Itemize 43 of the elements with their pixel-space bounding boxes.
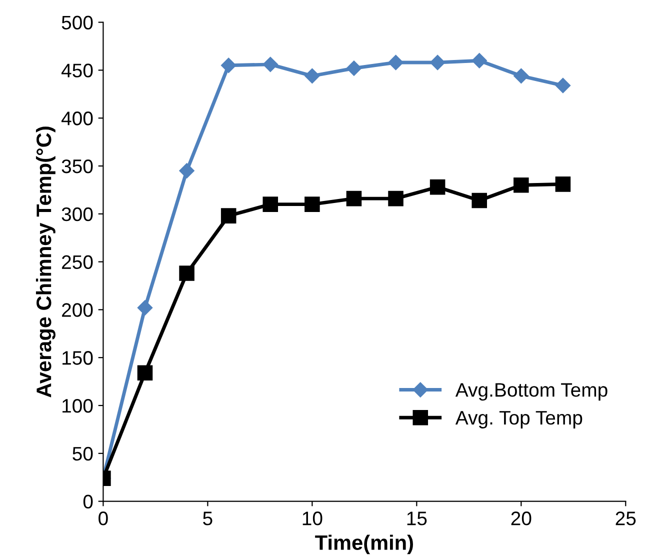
point [179,266,194,281]
point [514,68,529,84]
point [555,78,571,94]
y-axis-title: Average Chimney Temp(°C) [36,126,56,398]
legend-label: Avg.Bottom Temp [455,383,608,401]
y-tick-label: 450 [61,64,93,78]
y-tick-label: 150 [62,351,93,365]
y-tick-label: 350 [62,159,93,174]
point [514,178,529,193]
point [430,54,446,70]
y-tick-label: 50 [72,446,93,461]
point [137,365,153,381]
point [179,163,194,178]
point [262,56,278,72]
point [430,179,446,195]
point [304,68,320,84]
point [304,196,320,212]
x-axis-title: Time(min) [315,534,413,554]
point [137,300,153,316]
x-tick-label: 20 [511,512,532,526]
x-tick-label: 25 [616,512,636,526]
point [388,190,404,206]
legend-label: Avg. Top Temp [455,411,582,428]
y-tick-label: 250 [62,255,93,270]
point [346,190,362,206]
y-tick-label: 300 [62,207,93,222]
point [262,196,278,212]
point [221,58,236,73]
y-tick-label: 100 [62,398,93,413]
y-tick-label: 500 [62,16,93,30]
point [388,54,404,70]
y-tick-label: 200 [62,303,93,317]
y-tick-label: 0 [83,494,93,509]
y-tick-label: 400 [61,112,93,126]
point [555,176,571,192]
x-tick-label: 10 [302,512,322,526]
x-tick-label: 5 [203,512,212,526]
point [472,53,487,68]
point [220,208,236,224]
point [472,192,488,208]
point [346,60,362,76]
x-tick-label: 15 [407,512,427,526]
x-tick-label: 0 [98,512,108,526]
